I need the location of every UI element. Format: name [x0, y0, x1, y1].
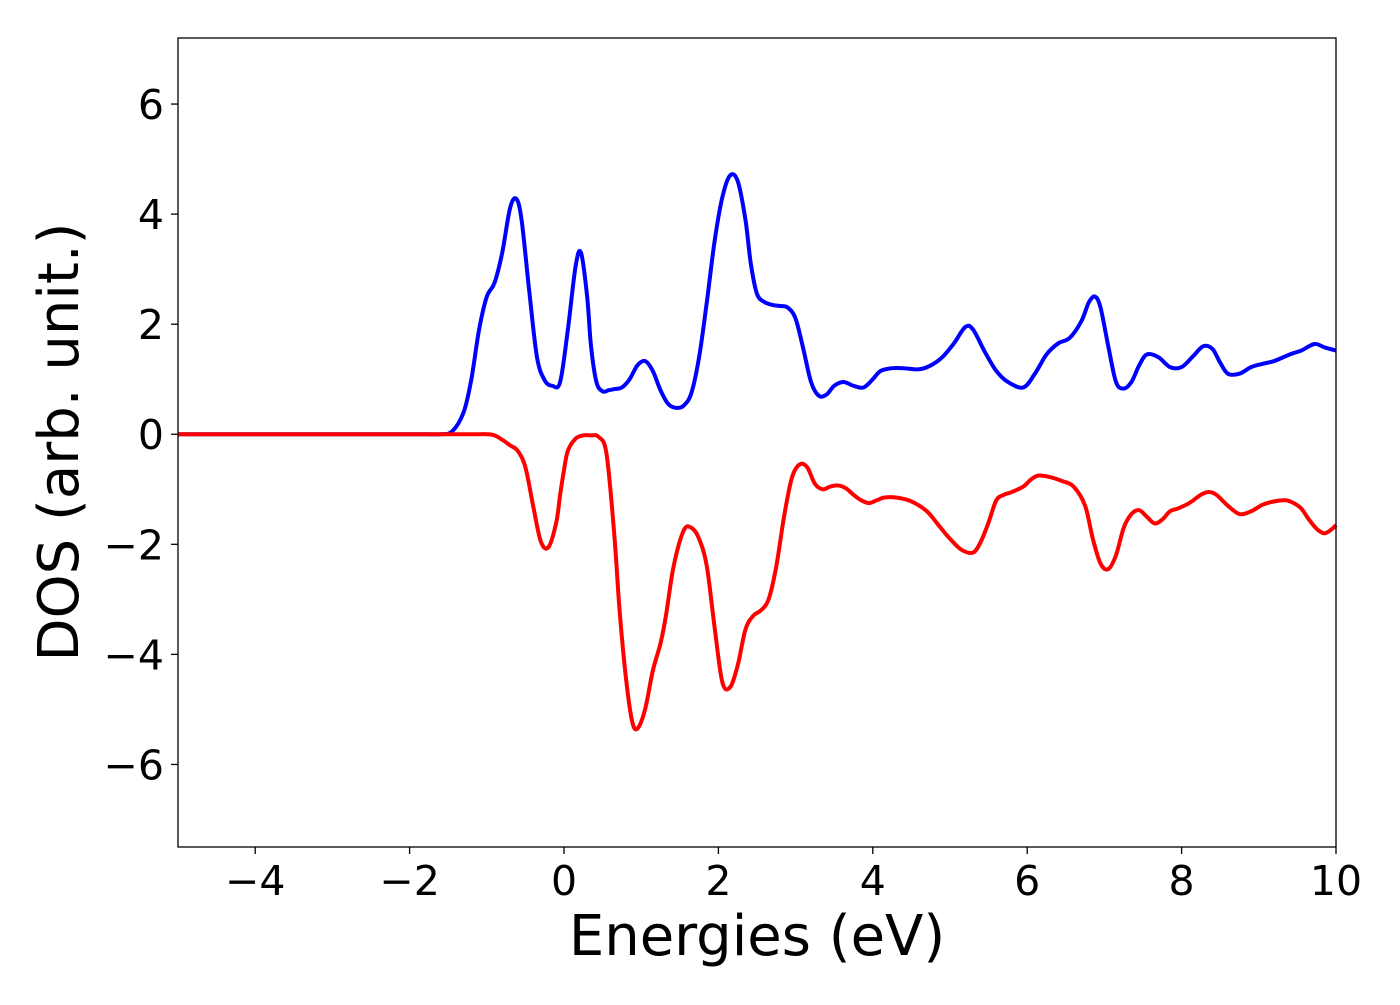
series-line-1: [178, 172, 1337, 437]
series-line-2: [178, 432, 1338, 732]
x-tick-label: −4: [225, 857, 285, 905]
y-axis-label: DOS (arb. unit.): [27, 222, 92, 661]
y-axis-ticks: −6 −4 −2 0 2 4 6: [104, 81, 178, 789]
plot-frame: [177, 37, 1337, 848]
x-tick-label: 2: [705, 857, 731, 905]
x-tick-label: −2: [379, 857, 439, 905]
y-tick-label: 4: [138, 191, 164, 239]
x-tick-label: 10: [1310, 857, 1362, 905]
x-tick-label: 0: [551, 857, 577, 905]
y-tick-label: −2: [104, 521, 164, 569]
x-tick-label: 8: [1169, 857, 1195, 905]
y-tick-label: −6: [104, 741, 164, 789]
series-layer: [178, 172, 1338, 732]
x-tick-label: 6: [1014, 857, 1040, 905]
y-tick-label: 2: [138, 301, 164, 349]
x-axis-ticks: −4 −2 0 2 4 6 8 10: [225, 847, 1362, 905]
x-tick-label: 4: [860, 857, 886, 905]
x-axis-label: Energies (eV): [569, 904, 945, 969]
y-tick-label: −4: [104, 631, 164, 679]
y-tick-label: 0: [138, 411, 164, 459]
y-tick-label: 6: [138, 81, 164, 129]
